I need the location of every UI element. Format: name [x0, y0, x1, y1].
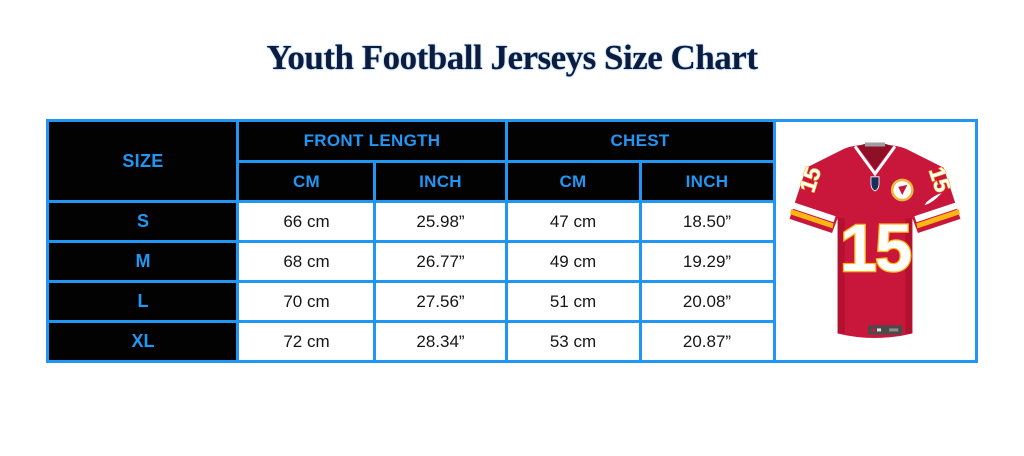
value-cell: 19.29” [638, 240, 776, 283]
subcolumn-header-chest-cm: CM [504, 160, 642, 203]
table-row-s: S 66 cm 25.98” 47 cm 18.50” [46, 200, 976, 243]
table-row-xl: XL 72 cm 28.34” 53 cm 20.87” [46, 320, 976, 363]
value-cell: 68 cm [236, 240, 377, 283]
column-header-front-length: FRONT LENGTH [236, 119, 508, 163]
jersey-image: 15 15 15 [788, 142, 962, 339]
team-patch-icon [890, 178, 914, 202]
sleeve-stripe-white [914, 202, 959, 223]
value-cell: 70 cm [236, 280, 377, 323]
table-row-l: L 70 cm 27.56” 51 cm 20.08” [46, 280, 976, 323]
size-cell: L [46, 280, 240, 323]
size-cell: S [46, 200, 240, 243]
jock-tag [867, 325, 903, 335]
size-chart-table: SIZE FRONT LENGTH CHEST [46, 119, 978, 363]
page-title: Youth Football Jerseys Size Chart [266, 38, 758, 77]
jersey-neck-inner [857, 142, 893, 170]
value-cell: 25.98” [373, 200, 508, 243]
size-cell: XL [46, 320, 240, 363]
value-cell: 28.34” [373, 320, 508, 363]
value-cell: 20.87” [638, 320, 776, 363]
value-cell: 49 cm [504, 240, 642, 283]
value-cell: 20.08” [638, 280, 776, 323]
value-cell: 72 cm [236, 320, 377, 363]
sleeve-stripe-gold [790, 209, 834, 229]
table-row-m: M 68 cm 26.77” 49 cm 19.29” [46, 240, 976, 283]
jersey-side-panel [905, 218, 913, 334]
jersey-body [789, 144, 961, 339]
value-cell: 47 cm [504, 200, 642, 243]
sleeve-cuff-white [788, 218, 833, 236]
value-cell: 18.50” [638, 200, 776, 243]
value-cell: 26.77” [373, 240, 508, 283]
nfl-shield-icon [870, 176, 880, 192]
subcolumn-header-front-cm: CM [236, 160, 377, 203]
size-cell: M [46, 240, 240, 283]
subcolumn-header-chest-inch: INCH [638, 160, 776, 203]
column-header-chest: CHEST [504, 119, 776, 163]
value-cell: 51 cm [504, 280, 642, 323]
value-cell: 27.56” [373, 280, 508, 323]
jersey-image-cell: 15 15 15 [772, 119, 978, 363]
jersey-number-text: 15 [840, 212, 911, 286]
jersey-side-panel [837, 218, 845, 334]
value-cell: 53 cm [504, 320, 642, 363]
sleeve-stripe-gold [916, 209, 960, 229]
table-header-row: SIZE FRONT LENGTH CHEST [46, 119, 978, 363]
subcolumn-header-front-inch: INCH [373, 160, 508, 203]
jersey-collar-trim [854, 146, 896, 177]
column-header-size: SIZE [46, 119, 240, 203]
sleeve-cuff-white [917, 218, 962, 236]
swoosh-icon [924, 193, 942, 206]
table-subheader-row: CM INCH CM INCH [48, 160, 976, 203]
jersey-collar-band [864, 142, 886, 147]
sleeve-stripe-white [791, 202, 836, 223]
value-cell: 66 cm [236, 200, 377, 243]
